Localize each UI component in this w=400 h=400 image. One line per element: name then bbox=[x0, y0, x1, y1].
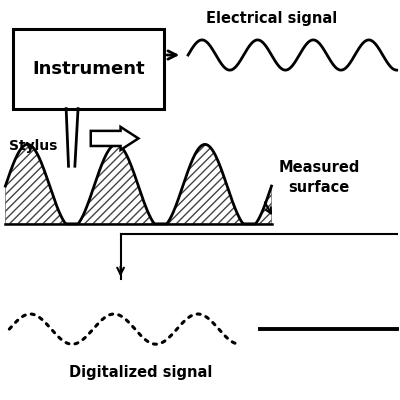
Bar bbox=[13, 29, 164, 109]
FancyArrow shape bbox=[91, 127, 138, 150]
Text: Instrument: Instrument bbox=[32, 60, 145, 78]
Text: Measured
surface: Measured surface bbox=[278, 160, 360, 195]
Text: Electrical signal: Electrical signal bbox=[206, 11, 337, 26]
Text: Stylus: Stylus bbox=[9, 139, 58, 153]
Text: Digitalized signal: Digitalized signal bbox=[69, 365, 212, 380]
